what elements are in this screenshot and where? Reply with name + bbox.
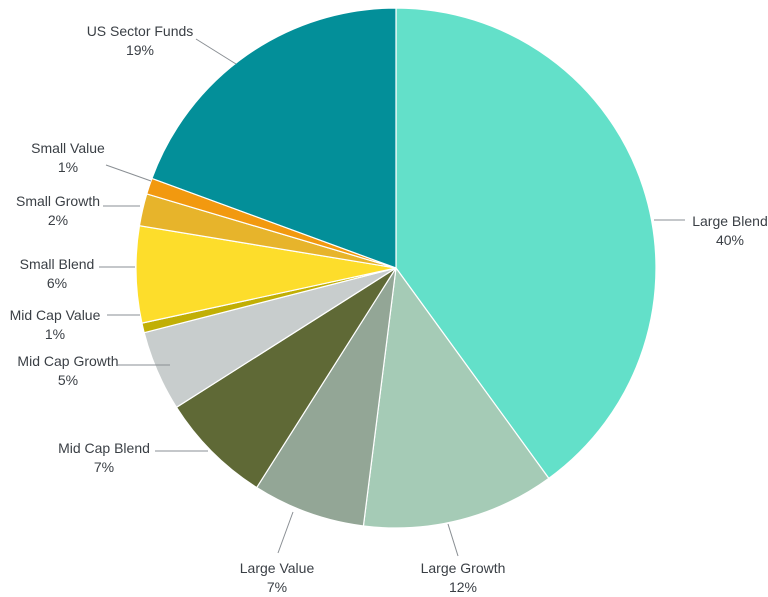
slice-label-large-blend: Large Blend: [692, 213, 768, 229]
leader-lines: [99, 38, 685, 557]
slice-label-mid-cap-value: Mid Cap Value: [10, 307, 101, 323]
slice-labels: Large Blend 40% Large Growth 12% Large Value…: [10, 23, 768, 595]
slice-value-mid-cap-growth: 5%: [58, 372, 78, 388]
pie-slices: [135, 7, 657, 529]
slice-label-large-growth: Large Growth: [421, 560, 506, 576]
slice-value-large-growth: 12%: [449, 579, 477, 595]
slice-value-large-value: 7%: [267, 579, 287, 595]
slice-value-small-value: 1%: [58, 159, 78, 175]
leader-line-us-sector-funds: [195, 38, 237, 65]
slice-label-small-value: Small Value: [31, 140, 105, 156]
leader-line-small-value: [105, 164, 152, 182]
slice-label-small-growth: Small Growth: [16, 193, 100, 209]
pie-slice-large-growth: [362, 266, 550, 529]
slice-label-mid-cap-growth: Mid Cap Growth: [17, 353, 118, 369]
pie-slice-large-value: [255, 267, 397, 527]
slice-value-large-blend: 40%: [716, 232, 744, 248]
pie-slice-mid-cap-blend: [175, 267, 397, 489]
slice-value-us-sector-funds: 19%: [126, 42, 154, 58]
slice-value-mid-cap-value: 1%: [45, 326, 65, 342]
pie-slice-large-blend: [395, 7, 657, 480]
leader-line-large-growth: [447, 523, 459, 557]
slice-value-mid-cap-blend: 7%: [94, 459, 114, 475]
slice-value-small-growth: 2%: [48, 212, 68, 228]
slice-label-small-blend: Small Blend: [20, 256, 95, 272]
slice-label-mid-cap-blend: Mid Cap Blend: [58, 440, 150, 456]
slice-label-large-value: Large Value: [240, 560, 315, 576]
pie-slice-us-sector-funds: [151, 7, 397, 269]
leader-line-large-value: [277, 511, 294, 554]
slice-value-small-blend: 6%: [47, 275, 67, 291]
slice-label-us-sector-funds: US Sector Funds: [87, 23, 194, 39]
